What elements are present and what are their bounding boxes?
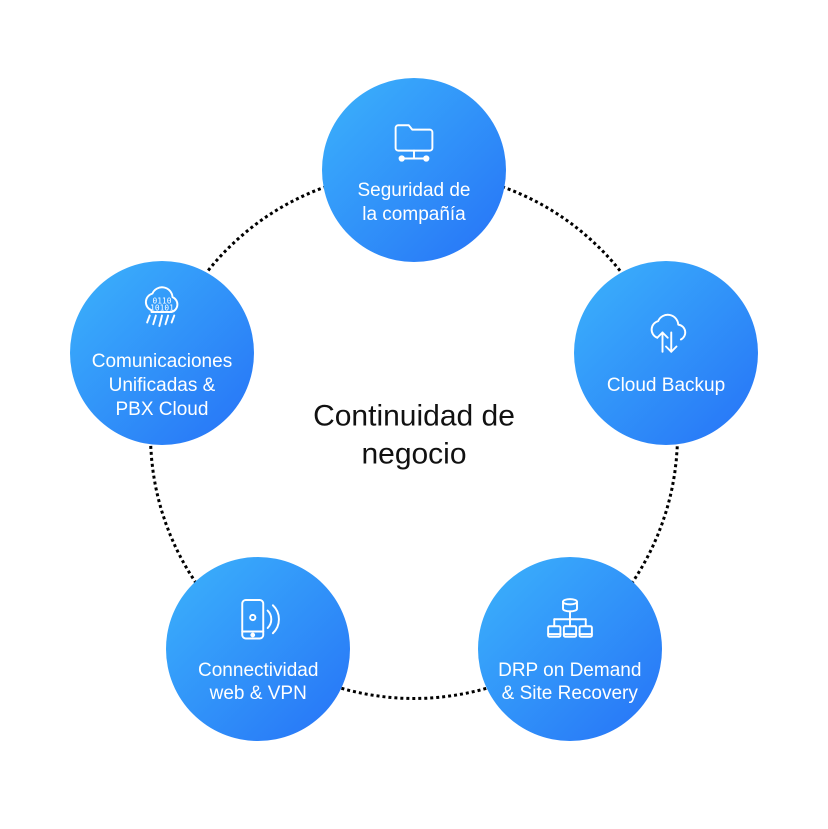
cloud-data-rain-icon: 011010101: [134, 284, 190, 340]
node-vpn: Connectividad web & VPN: [166, 557, 350, 741]
node-label: DRP on Demand & Site Recovery: [488, 659, 651, 707]
node-seguridad: Seguridad de la compañía: [322, 78, 506, 262]
diagram-container: Continuidad de negocio Seguridad de la c…: [0, 0, 828, 829]
node-cloudbackup: Cloud Backup: [574, 261, 758, 445]
node-label: Comunicaciones Unificadas & PBX Cloud: [82, 350, 242, 421]
phone-signal-icon: [230, 593, 286, 649]
cloud-updown-icon: [638, 308, 694, 364]
folder-network-icon: [386, 113, 442, 169]
svg-text:10101: 10101: [150, 304, 174, 313]
node-drp: DRP on Demand & Site Recovery: [478, 557, 662, 741]
node-label: Connectividad web & VPN: [188, 659, 328, 707]
node-label: Cloud Backup: [597, 374, 735, 398]
center-title: Continuidad de negocio: [313, 398, 515, 473]
server-network-icon: [542, 593, 598, 649]
node-label: Seguridad de la compañía: [347, 179, 480, 227]
node-pbx: 011010101 Comunicaciones Unificadas & PBX…: [70, 261, 254, 445]
